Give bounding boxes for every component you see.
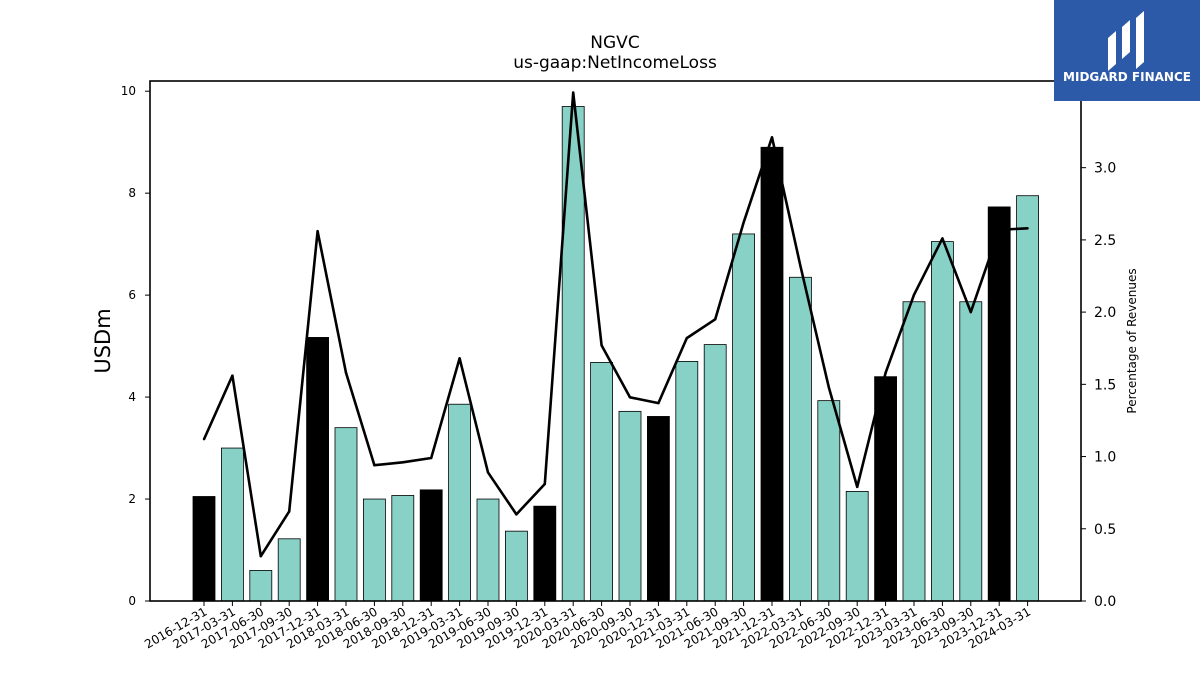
ratio-line: [202, 91, 1028, 558]
x-axis-ticks: 2016-12-312017-03-312017-06-302017-09-30…: [142, 601, 1033, 651]
y-tick-label: 10: [121, 84, 136, 98]
y-tick-label: 4: [128, 390, 136, 404]
ratio-point-2019-06-30: [486, 471, 490, 474]
ratio-point-2018-09-30: [401, 461, 404, 464]
chart-title: NGVC: [590, 33, 639, 53]
bar-2017-12-31: [306, 337, 330, 602]
bar-2023-06-30: [931, 241, 954, 602]
y-tick-label: 2: [128, 492, 136, 506]
bar-2020-06-30: [590, 362, 613, 602]
y2-tick-label: 1.5: [1094, 377, 1116, 393]
bar-2021-12-31: [760, 146, 784, 602]
ratio-point-2023-03-31: [912, 293, 916, 296]
ratio-point-2019-12-31: [543, 482, 546, 486]
chart-subtitle: us-gaap:NetIncomeLoss: [513, 53, 717, 73]
bar-2022-06-30: [817, 400, 841, 602]
ratio-line-series: [202, 91, 1029, 558]
ratio-point-2022-03-31: [799, 264, 802, 268]
y2-tick-label: 3.0: [1094, 161, 1116, 177]
bar-2022-03-31: [789, 276, 812, 602]
ratio-point-2023-12-31: [998, 228, 1001, 231]
bar-2016-12-31: [192, 496, 216, 602]
y2-tick-label: 2.5: [1094, 233, 1116, 249]
y-tick-label: 6: [128, 288, 136, 302]
ratio-point-2022-12-31: [884, 371, 887, 374]
bar-2019-06-30: [476, 498, 500, 602]
ratio-point-2023-06-30: [941, 237, 944, 240]
bar-2023-09-30: [959, 301, 983, 602]
ratio-point-2017-06-30: [259, 555, 262, 558]
ratio-point-2020-06-30: [600, 344, 603, 347]
ratio-point-2020-03-31: [572, 91, 575, 94]
bar-2023-03-31: [902, 301, 926, 602]
y2-tick-label: 0.0: [1094, 594, 1116, 610]
ratio-point-2018-12-31: [430, 456, 433, 460]
bar-2023-12-31: [987, 206, 1011, 602]
bar-2020-09-30: [618, 410, 642, 602]
bar-2022-12-31: [874, 376, 897, 602]
ratio-point-2024-03-31: [1026, 227, 1029, 230]
brand-logo: MIDGARD FINANCE: [1054, 0, 1200, 101]
bar-2018-03-31: [334, 427, 358, 602]
bar-2017-06-30: [249, 570, 273, 602]
bar-2020-03-31: [561, 106, 585, 602]
bar-2021-03-31: [675, 360, 699, 602]
y-tick-label: 8: [128, 186, 136, 200]
y-tick-label: 0: [128, 594, 136, 608]
bar-2018-06-30: [362, 498, 386, 602]
ratio-point-2022-06-30: [827, 386, 830, 389]
logo-text: MIDGARD FINANCE: [1063, 70, 1191, 84]
bar-2017-09-30: [277, 538, 301, 602]
y2-tick-label: 2.0: [1094, 305, 1116, 321]
bar-2018-12-31: [419, 489, 443, 602]
ratio-point-2021-03-31: [685, 336, 688, 340]
bar-2019-12-31: [533, 505, 557, 602]
ratio-point-2023-09-30: [969, 310, 972, 314]
y2-axis-label: Percentage of Revenues: [1125, 268, 1139, 413]
bar-2021-06-30: [703, 344, 727, 602]
ratio-point-2019-03-31: [458, 357, 461, 360]
bar-2017-03-31: [220, 447, 244, 602]
ratio-point-2021-09-30: [742, 221, 745, 224]
ratio-point-2021-06-30: [714, 318, 717, 321]
y2-tick-label: 0.5: [1094, 522, 1116, 538]
ratio-point-2021-12-31: [770, 136, 774, 139]
bar-series: [192, 106, 1039, 602]
bar-2020-12-31: [647, 416, 670, 602]
left-axis-ticks: 0 2 4 6 8 10: [121, 84, 150, 608]
plot-frame: [149, 80, 1082, 602]
bar-2018-09-30: [391, 495, 415, 602]
y-axis-label: USDm: [91, 308, 115, 373]
ratio-point-2018-03-31: [344, 371, 348, 374]
ratio-point-2020-12-31: [657, 401, 660, 405]
bar-2021-09-30: [732, 233, 755, 602]
ratio-point-2017-12-31: [316, 230, 319, 233]
ratio-point-2016-12-31: [202, 438, 206, 441]
bar-2022-09-30: [845, 490, 869, 602]
right-axis-ticks: 0.00.51.01.52.02.53.03.5: [1081, 88, 1116, 610]
midgard-logo-icon: [1108, 11, 1144, 71]
y2-tick-label: 1.0: [1094, 450, 1116, 466]
ratio-point-2020-09-30: [628, 396, 632, 399]
bar-2024-03-31: [1016, 195, 1039, 602]
ratio-point-2019-09-30: [515, 513, 518, 516]
ratio-point-2018-06-30: [373, 464, 376, 467]
ratio-point-2017-03-31: [231, 374, 234, 377]
bar-2019-03-31: [448, 403, 472, 602]
ratio-point-2017-09-30: [288, 510, 291, 513]
bar-2019-09-30: [504, 530, 528, 602]
ratio-point-2022-09-30: [856, 485, 859, 489]
